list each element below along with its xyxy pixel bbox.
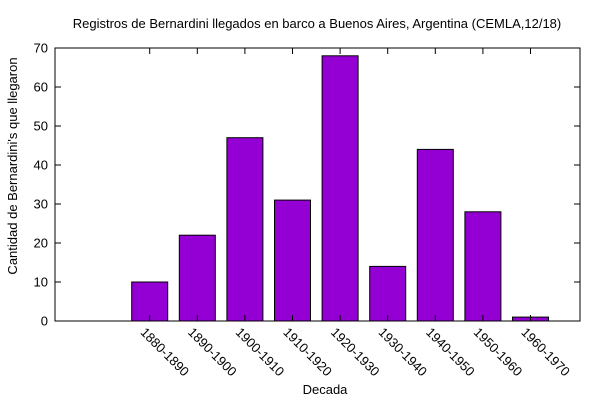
y-tick-label: 20: [34, 236, 48, 251]
bars: [131, 55, 549, 322]
bar-1890-1900: [178, 234, 216, 322]
x-tick-label: 1890-1900: [185, 325, 240, 380]
y-tick-label: 0: [41, 314, 48, 329]
x-tick-label: 1960-1970: [518, 325, 573, 380]
x-axis-label: Decada: [303, 382, 349, 397]
x-tick-label: 1900-1910: [233, 325, 288, 380]
bar-1910-1920: [274, 199, 311, 322]
bar-1920-1930: [321, 55, 359, 322]
y-ticks: 0 10 20 30 40 50 60 70: [34, 41, 580, 329]
x-tick-label: 1920-1930: [328, 325, 383, 380]
bar-1930-1940: [369, 265, 407, 322]
bar-1950-1960: [464, 211, 502, 322]
y-tick-label: 50: [34, 119, 48, 134]
x-tick-label: 1950-1960: [471, 325, 526, 380]
chart-title: Registros de Bernardini llegados en barc…: [73, 16, 562, 31]
y-tick-label: 30: [34, 197, 48, 212]
bar-1940-1950: [416, 148, 454, 322]
bar-1900-1910: [226, 137, 264, 322]
y-tick-label: 10: [34, 275, 48, 290]
y-axis-label-group: Cantidad de Bernardini's que llegaron: [5, 57, 20, 274]
y-axis-label: Cantidad de Bernardini's que llegaron: [5, 57, 20, 274]
y-tick-label: 40: [34, 158, 48, 173]
x-tick-label: 1880-1890: [138, 325, 193, 380]
x-tick-label: 1910-1920: [280, 325, 335, 380]
bar-1880-1890: [131, 281, 169, 322]
y-tick-label: 70: [34, 41, 48, 56]
plot-frame: [54, 47, 581, 322]
x-tick-label: 1930-1940: [376, 325, 431, 380]
y-tick-label: 60: [34, 80, 48, 95]
x-tick-label: 1940-1950: [423, 325, 478, 380]
